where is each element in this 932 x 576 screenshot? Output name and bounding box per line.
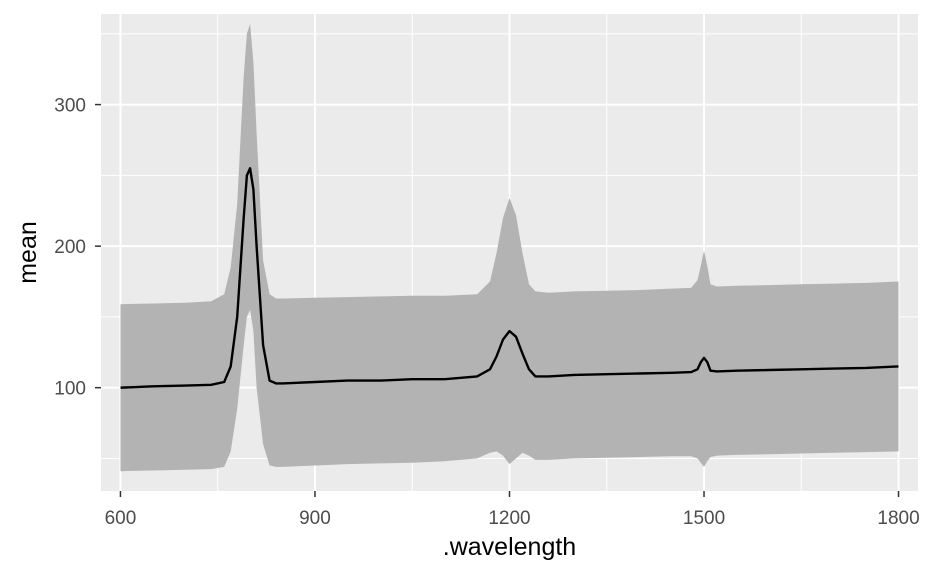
mean-line <box>120 167 899 389</box>
x-axis-ticks <box>119 491 900 497</box>
y-tick-label-100: 100 <box>54 379 86 400</box>
y-tick-label-200: 200 <box>54 237 86 258</box>
y-axis-title: mean <box>14 221 42 284</box>
x-tick-label-1800: 1800 <box>877 508 919 529</box>
x-tick-label-1500: 1500 <box>683 508 725 529</box>
x-tick-label-600: 600 <box>105 508 137 529</box>
x-axis-title: .wavelength <box>443 533 576 561</box>
x-tick-label-900: 900 <box>299 508 331 529</box>
x-tick-label-1200: 1200 <box>488 508 530 529</box>
y-axis-ticks <box>95 103 101 389</box>
y-tick-label-300: 300 <box>54 96 86 117</box>
